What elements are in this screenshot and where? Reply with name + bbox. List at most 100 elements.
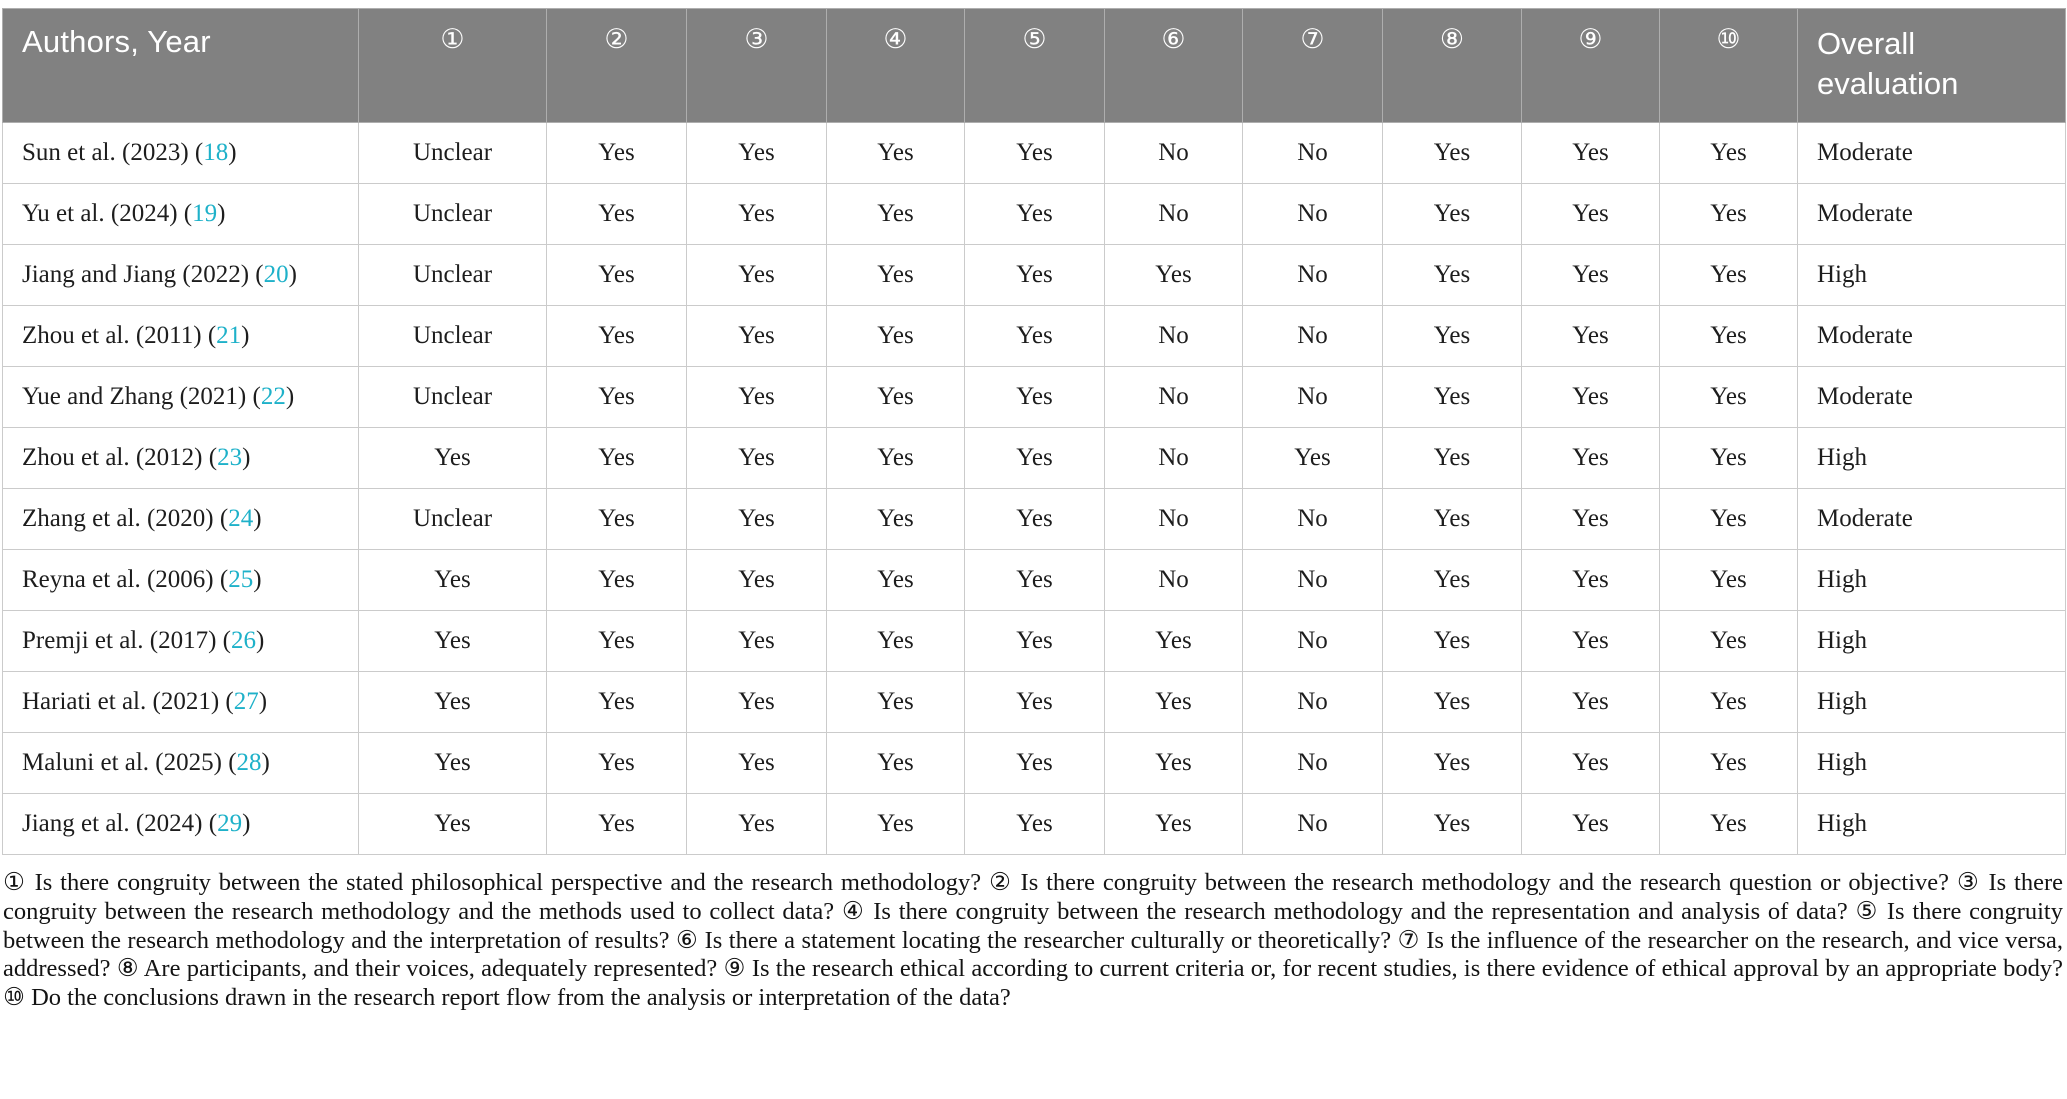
- citation-link[interactable]: 25: [228, 566, 254, 593]
- criterion-10-value-cell: Yes: [1659, 244, 1798, 306]
- study-authors-text: Jiang et al. (2024) (: [22, 810, 218, 837]
- study-authors-cell: Yue and Zhang (2021) (22): [2, 366, 359, 428]
- column-header-criterion-8: ⑧: [1382, 8, 1522, 123]
- citation-link[interactable]: 28: [236, 749, 262, 776]
- criterion-9-value-cell: Yes: [1521, 244, 1660, 306]
- study-authors-text: Zhou et al. (2012) (: [22, 444, 218, 471]
- study-authors-text-close: ): [258, 688, 268, 715]
- criterion-2-value-cell: Yes: [546, 427, 687, 489]
- criterion-6-value-cell: No: [1104, 366, 1243, 428]
- study-authors-cell: Sun et al. (2023) (18): [2, 122, 359, 184]
- study-authors-cell: Hariati et al. (2021) (27): [2, 671, 359, 733]
- study-authors-text-close: ): [217, 200, 226, 227]
- study-authors-cell: Jiang et al. (2024) (29): [2, 793, 359, 855]
- criterion-7-value-cell: No: [1242, 366, 1383, 428]
- table-row: Zhang et al. (2020) (24) Unclear Yes Yes Yes…: [2, 488, 2066, 550]
- criterion-2-value-cell: Yes: [546, 671, 687, 733]
- overall-evaluation-cell: High: [1797, 732, 2066, 794]
- criterion-5-value-cell: Yes: [964, 671, 1105, 733]
- criterion-10-value-cell: Yes: [1659, 732, 1798, 794]
- study-authors-text: Zhang et al. (2020) (: [22, 505, 229, 532]
- column-header-overall-evaluation: Overall evaluation: [1797, 8, 2066, 123]
- criterion-1-value-cell: Unclear: [358, 122, 547, 184]
- criterion-1-value-cell: Yes: [358, 793, 547, 855]
- column-header-criterion-2: ②: [546, 8, 687, 123]
- criterion-4-value-cell: Yes: [826, 610, 965, 672]
- criterion-8-value-cell: Yes: [1382, 244, 1522, 306]
- criterion-5-value-cell: Yes: [964, 549, 1105, 611]
- overall-evaluation-cell: High: [1797, 427, 2066, 489]
- study-authors-text: Hariati et al. (2021) (: [22, 688, 234, 715]
- criterion-6-value-cell: No: [1104, 488, 1243, 550]
- citation-link[interactable]: 26: [230, 627, 256, 654]
- criterion-3-value-cell: Yes: [686, 244, 827, 306]
- criterion-2-value-cell: Yes: [546, 793, 687, 855]
- criterion-6-value-cell: No: [1104, 427, 1243, 489]
- column-header-authors-year: Authors, Year: [2, 8, 359, 123]
- overall-evaluation-cell: High: [1797, 549, 2066, 611]
- criterion-10-value-cell: Yes: [1659, 305, 1798, 367]
- table-header: Authors, Year ① ② ③ ④ ⑤ ⑥ ⑦ ⑧ ⑨ ⑩ Overall evaluati…: [2, 8, 2066, 123]
- study-authors-cell: Zhang et al. (2020) (24): [2, 488, 359, 550]
- criterion-9-value-cell: Yes: [1521, 549, 1660, 611]
- criterion-1-value-cell: Unclear: [358, 183, 547, 245]
- criterion-2-value-cell: Yes: [546, 244, 687, 306]
- criterion-2-value-cell: Yes: [546, 549, 687, 611]
- study-authors-text-close: ): [288, 261, 297, 288]
- citation-link[interactable]: 23: [217, 444, 243, 471]
- criterion-2-value-cell: Yes: [546, 183, 687, 245]
- criterion-10-value-cell: Yes: [1659, 793, 1798, 855]
- table-row: Jiang et al. (2024) (29) Yes Yes Yes Yes Yes Y…: [2, 793, 2066, 855]
- column-header-criterion-1: ①: [358, 8, 547, 123]
- criterion-9-value-cell: Yes: [1521, 183, 1660, 245]
- criterion-8-value-cell: Yes: [1382, 793, 1522, 855]
- criterion-3-value-cell: Yes: [686, 183, 827, 245]
- study-authors-text: Maluni et al. (2025) (: [22, 749, 237, 776]
- criterion-1-value-cell: Unclear: [358, 488, 547, 550]
- study-authors-cell: Maluni et al. (2025) (28): [2, 732, 359, 794]
- criterion-9-value-cell: Yes: [1521, 366, 1660, 428]
- criterion-4-value-cell: Yes: [826, 122, 965, 184]
- citation-link[interactable]: 21: [216, 322, 242, 349]
- criterion-5-value-cell: Yes: [964, 488, 1105, 550]
- criterion-8-value-cell: Yes: [1382, 366, 1522, 428]
- criterion-2-value-cell: Yes: [546, 122, 687, 184]
- study-authors-cell: Zhou et al. (2011) (21): [2, 305, 359, 367]
- criterion-1-value-cell: Unclear: [358, 305, 547, 367]
- criterion-5-value-cell: Yes: [964, 244, 1105, 306]
- criterion-7-value-cell: No: [1242, 122, 1383, 184]
- criterion-6-value-cell: No: [1104, 549, 1243, 611]
- criterion-9-value-cell: Yes: [1521, 610, 1660, 672]
- citation-link[interactable]: 18: [203, 139, 229, 166]
- citation-link[interactable]: 20: [263, 261, 289, 288]
- study-authors-text: Yue and Zhang (2021) (: [22, 383, 261, 410]
- citation-link[interactable]: 29: [217, 810, 243, 837]
- table-row: Yu et al. (2024) (19) Unclear Yes Yes Yes Yes…: [2, 183, 2066, 245]
- study-authors-cell: Yu et al. (2024) (19): [2, 183, 359, 245]
- citation-link[interactable]: 24: [228, 505, 254, 532]
- study-authors-text-close: ): [255, 627, 265, 654]
- table-header-row: Authors, Year ① ② ③ ④ ⑤ ⑥ ⑦ ⑧ ⑨ ⑩ Overall evaluati…: [2, 8, 2066, 123]
- study-authors-cell: Premji et al. (2017) (26): [2, 610, 359, 672]
- criterion-3-value-cell: Yes: [686, 427, 827, 489]
- table-row: Jiang and Jiang (2022) (20) Unclear Yes Yes…: [2, 244, 2066, 306]
- citation-link[interactable]: 22: [260, 383, 286, 410]
- study-authors-text-close: ): [253, 566, 262, 593]
- table-row: Hariati et al. (2021) (27) Yes Yes Yes Yes Ye…: [2, 671, 2066, 733]
- criterion-3-value-cell: Yes: [686, 671, 827, 733]
- study-authors-text-close: ): [228, 139, 237, 166]
- criterion-5-value-cell: Yes: [964, 732, 1105, 794]
- criterion-7-value-cell: No: [1242, 732, 1383, 794]
- citation-link[interactable]: 27: [233, 688, 259, 715]
- criterion-9-value-cell: Yes: [1521, 793, 1660, 855]
- criterion-9-value-cell: Yes: [1521, 122, 1660, 184]
- criterion-10-value-cell: Yes: [1659, 671, 1798, 733]
- column-header-criterion-9: ⑨: [1521, 8, 1660, 123]
- study-authors-text-close: ): [242, 810, 251, 837]
- overall-evaluation-cell: Moderate: [1797, 183, 2066, 245]
- criterion-6-value-cell: Yes: [1104, 244, 1243, 306]
- table-row: Maluni et al. (2025) (28) Yes Yes Yes Yes Yes…: [2, 732, 2066, 794]
- overall-evaluation-cell: High: [1797, 610, 2066, 672]
- criterion-1-value-cell: Yes: [358, 427, 547, 489]
- citation-link[interactable]: 19: [192, 200, 218, 227]
